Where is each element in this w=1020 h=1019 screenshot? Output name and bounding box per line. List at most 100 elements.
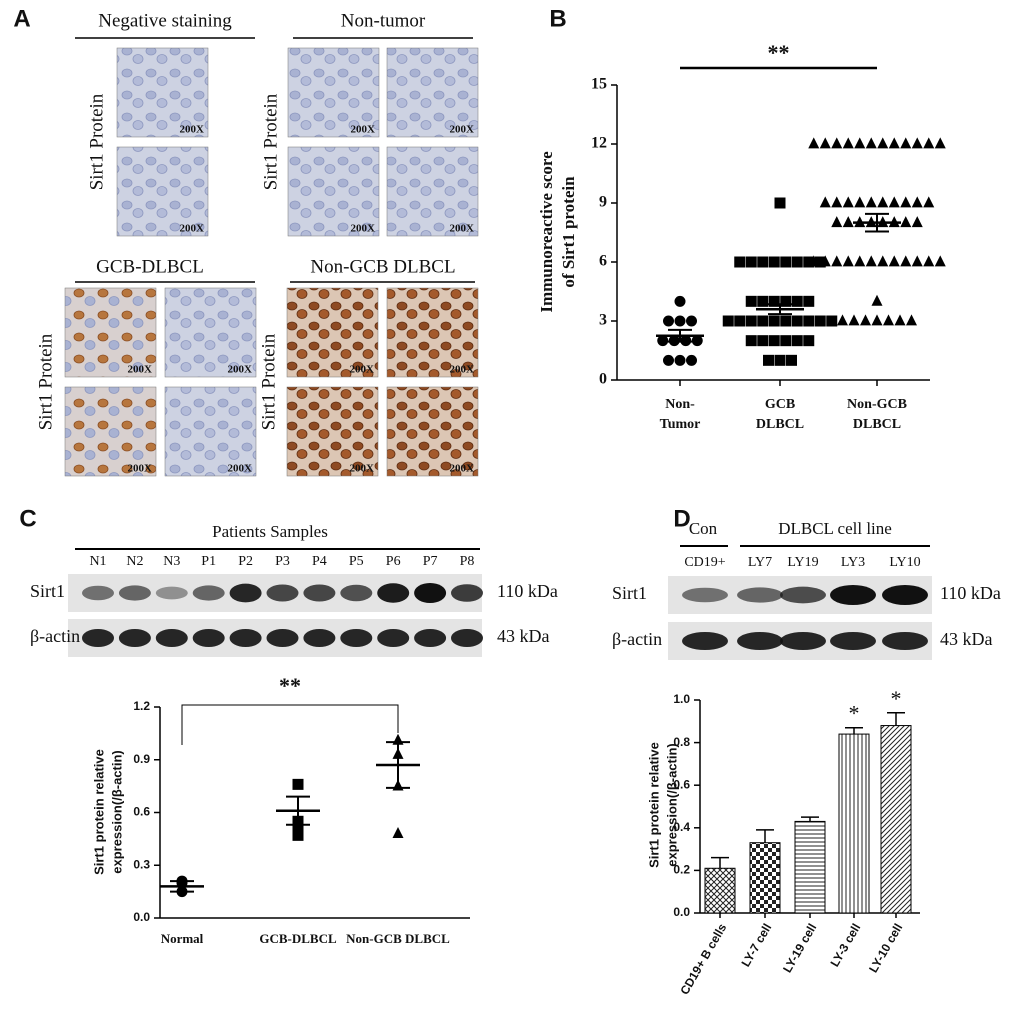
- blot-group: Con: [689, 519, 718, 538]
- significance: *: [891, 686, 902, 711]
- row-name: Sirt1: [30, 581, 65, 601]
- band: [780, 632, 826, 650]
- row-size: 110 kDa: [940, 583, 1001, 603]
- band: [118, 585, 151, 601]
- band: [737, 632, 783, 650]
- y-axis-label: expression(/β-actin): [664, 743, 679, 867]
- point: [819, 137, 831, 149]
- lane-label: P7: [423, 554, 438, 569]
- band: [682, 587, 728, 603]
- blot-group: DLBCL cell line: [778, 519, 892, 538]
- point: [757, 256, 769, 268]
- significance-bracket: [181, 704, 399, 745]
- y-tick-label: 3: [599, 312, 607, 329]
- point: [894, 314, 906, 326]
- point: [803, 256, 815, 268]
- magnification: 200X: [350, 364, 375, 376]
- magnification: 200X: [228, 364, 253, 376]
- y-axis-label: expression(/β-actin): [109, 750, 124, 874]
- point: [768, 315, 780, 327]
- y-axis-label: of Sirt1 protein: [559, 176, 578, 288]
- point: [854, 255, 866, 267]
- x-tick-label: CD19+ B cells: [677, 921, 729, 997]
- bar: [838, 733, 870, 914]
- point: [911, 137, 923, 149]
- point: [819, 196, 831, 208]
- point: [871, 314, 883, 326]
- micrograph: [164, 386, 257, 477]
- point: [871, 294, 883, 306]
- y-tick-label: 6: [599, 253, 607, 270]
- y-tick-label: 12: [591, 135, 607, 152]
- y-tick-label: 15: [591, 76, 607, 93]
- magnification: 200X: [180, 223, 205, 235]
- x-tick-label: Tumor: [660, 417, 701, 432]
- lane-label: LY10: [889, 555, 920, 570]
- magnification: 200X: [128, 364, 153, 376]
- band: [780, 586, 826, 604]
- point: [900, 255, 912, 267]
- band: [340, 584, 373, 602]
- micrograph: [116, 146, 209, 237]
- point: [657, 335, 669, 347]
- point: [734, 256, 746, 268]
- row-size: 110 kDa: [497, 581, 558, 601]
- lane-label: P2: [238, 554, 253, 569]
- band: [229, 583, 262, 603]
- point: [906, 314, 917, 326]
- micrograph: [386, 386, 479, 477]
- point: [791, 335, 803, 347]
- error-bar: [887, 712, 905, 726]
- x-tick-label: GCB-DLBCL: [259, 931, 337, 946]
- blot-group: Patients Samples: [212, 522, 328, 541]
- point: [745, 335, 757, 347]
- micrograph: [287, 47, 380, 138]
- point: [292, 829, 304, 841]
- y-tick-label: 0.8: [673, 735, 690, 749]
- point: [803, 335, 815, 347]
- micrograph: [116, 47, 209, 138]
- point: [780, 335, 792, 347]
- row-name: Sirt1: [612, 583, 647, 603]
- point: [888, 196, 900, 208]
- error-bar: [801, 816, 819, 822]
- magnification: 200X: [450, 223, 475, 235]
- point: [774, 354, 786, 366]
- point: [923, 196, 935, 208]
- band: [882, 632, 928, 650]
- point: [808, 255, 820, 267]
- micrograph: [286, 386, 379, 477]
- point: [842, 255, 854, 267]
- point: [663, 354, 674, 366]
- point: [691, 335, 703, 347]
- x-tick-label: LY-19 cell: [780, 921, 819, 975]
- panel-label: A: [13, 5, 30, 32]
- lane-label: N3: [163, 554, 180, 569]
- lane-label: LY3: [841, 555, 865, 570]
- point: [745, 315, 757, 327]
- y-tick-label: 0.4: [673, 820, 690, 834]
- error-bar: [711, 856, 729, 869]
- band: [192, 585, 225, 601]
- point: [803, 315, 815, 327]
- magnification: 200X: [351, 223, 376, 235]
- magnification: 200X: [350, 463, 375, 475]
- magnification: 200X: [450, 364, 475, 376]
- band: [303, 584, 336, 602]
- x-tick-label: Non-: [665, 397, 695, 412]
- point: [757, 335, 769, 347]
- point: [848, 314, 860, 326]
- row-size: 43 kDa: [497, 626, 550, 646]
- sem-bar: [668, 328, 692, 343]
- significance: **: [279, 673, 301, 698]
- point: [814, 315, 826, 327]
- group-title: Non-tumor: [341, 10, 426, 31]
- point: [842, 137, 854, 149]
- row-name: β-actin: [30, 626, 80, 646]
- band: [737, 587, 783, 603]
- significance: *: [849, 701, 860, 726]
- y-tick-label: 0.3: [133, 857, 150, 871]
- band: [414, 583, 447, 603]
- point: [780, 295, 792, 307]
- point: [842, 216, 854, 228]
